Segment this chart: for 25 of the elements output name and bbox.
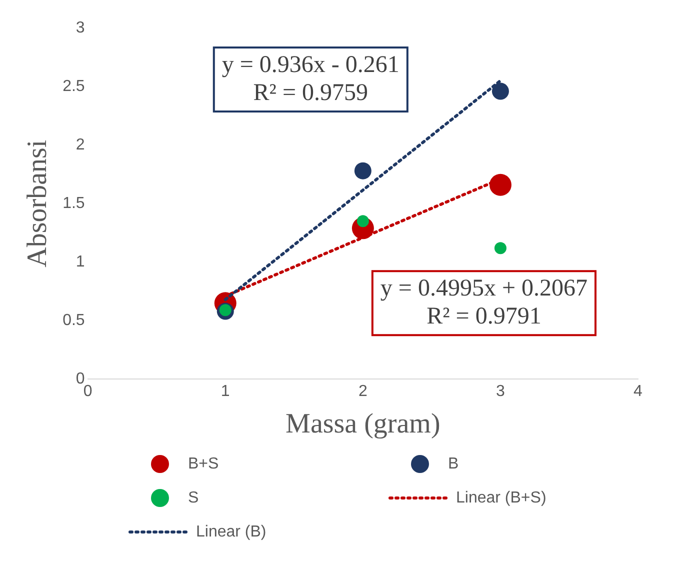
y-tick-label: 2: [76, 136, 85, 154]
x-tick-label: 1: [220, 383, 230, 400]
point: [489, 174, 512, 196]
point: [492, 82, 509, 100]
y-tick-label: 1: [76, 254, 85, 271]
legend-label: B: [448, 455, 459, 472]
x-axis-title: Massa (gram): [286, 408, 440, 440]
x-tick-label: 4: [634, 383, 643, 400]
legend-label: S: [188, 489, 199, 506]
legend-label: B+S: [188, 455, 219, 472]
y-axis-title: Absorbansi: [22, 140, 54, 268]
y-tick-label: 0.5: [62, 312, 85, 330]
x-tick-label: 2: [358, 383, 368, 400]
x-tick-label: 3: [496, 383, 506, 400]
annotation: y = 0.936x - 0.261 R² = 0.9759: [222, 52, 400, 106]
legend-label: Linear (B+S): [456, 489, 546, 506]
legend-label: Linear (B): [196, 523, 266, 540]
point: [356, 215, 369, 228]
y-tick-label: 2.5: [62, 78, 85, 95]
point: [494, 242, 506, 254]
y-tick-label: 3: [76, 19, 85, 36]
point: [354, 162, 372, 180]
y-tick-label: 0: [76, 370, 85, 388]
annotation: y = 0.4995x + 0.2067 R² = 0.9791: [380, 275, 588, 330]
y-tick-label: 1.5: [62, 195, 85, 212]
